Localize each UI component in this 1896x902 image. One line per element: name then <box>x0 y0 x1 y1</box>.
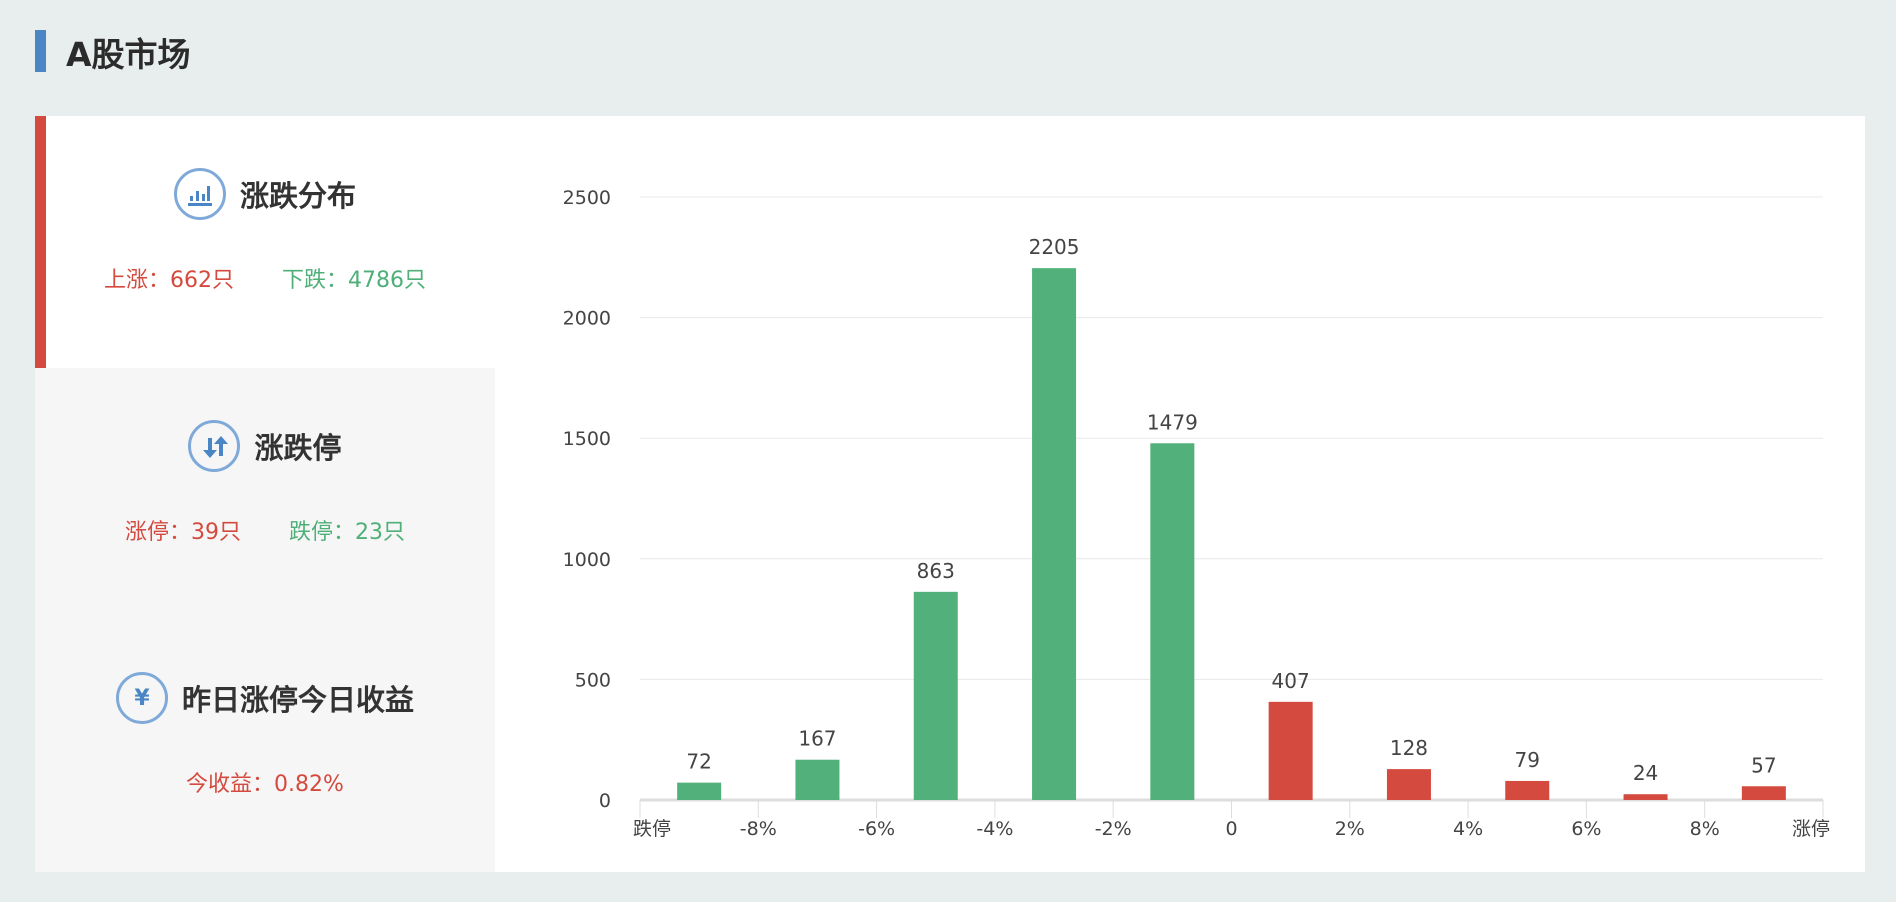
bar <box>1623 794 1668 800</box>
bar <box>1032 268 1077 800</box>
x-tick-label: 跌停 <box>633 818 671 840</box>
bar <box>1386 769 1431 800</box>
bar <box>1505 780 1550 800</box>
data-label: 57 <box>1751 753 1776 777</box>
x-tick-label: -6% <box>858 818 895 840</box>
panel-title: 昨日涨停今日收益 <box>181 683 414 717</box>
x-tick-label: 6% <box>1571 818 1601 840</box>
y-tick-label: 1500 <box>563 428 611 450</box>
data-label: 24 <box>1633 761 1658 785</box>
data-label: 79 <box>1515 748 1540 772</box>
today-return: 今收益：0.82% <box>186 772 344 797</box>
bar <box>913 591 958 800</box>
rise-count: 上涨：662只 <box>104 268 234 293</box>
bar <box>677 782 722 800</box>
data-label: 72 <box>686 750 711 774</box>
y-tick-label: 500 <box>575 669 611 691</box>
x-tick-label: -2% <box>1095 818 1132 840</box>
y-tick-label: 2500 <box>563 187 611 209</box>
x-tick-label: 8% <box>1690 818 1720 840</box>
x-tick-label: 涨停 <box>1792 818 1830 840</box>
y-tick-label: 0 <box>599 790 611 812</box>
x-tick-label: 4% <box>1453 818 1483 840</box>
y-tick-label: 2000 <box>563 308 611 330</box>
x-tick-label: 2% <box>1335 818 1365 840</box>
data-label: 407 <box>1272 669 1310 693</box>
data-label: 2205 <box>1029 235 1080 259</box>
yesterday-limit-up-return-tab[interactable]: ¥ 昨日涨停今日收益 今收益：0.82% <box>35 620 495 872</box>
x-tick-label: -8% <box>740 818 777 840</box>
market-card: 涨跌分布 上涨：662只 下跌：4786只 涨跌停 涨停：39只 跌停：23只 ¥ 昨… <box>35 116 1865 872</box>
y-tick-label: 1000 <box>563 549 611 571</box>
distribution-chart: 0 500 1000 1500 2000 2500 跌停 -8% -6% -4% -2% 0 2% 4% 6… <box>563 187 1830 840</box>
data-label: 1479 <box>1147 410 1198 434</box>
limit-up-down-tab[interactable]: 涨跌停 涨停：39只 跌停：23只 <box>35 368 495 620</box>
bar <box>1150 443 1195 800</box>
data-label: 128 <box>1390 736 1428 760</box>
x-tick-label: 0 <box>1225 818 1237 840</box>
limit-down-count: 跌停：23只 <box>289 520 405 545</box>
rise-fall-distribution-tab[interactable]: 涨跌分布 上涨：662只 下跌：4786只 <box>35 116 495 368</box>
panel-title: 涨跌停 <box>254 431 342 465</box>
bar-chart-icon <box>173 168 226 220</box>
yen-icon: ¥ <box>115 672 168 724</box>
bar <box>1268 701 1313 800</box>
summary-panel: 涨跌分布 上涨：662只 下跌：4786只 涨跌停 涨停：39只 跌停：23只 ¥ 昨… <box>35 116 495 872</box>
header-accent-bar <box>35 30 46 72</box>
panel-title: 涨跌分布 <box>239 179 356 213</box>
page-title: A股市场 <box>66 35 191 74</box>
fall-count: 下跌：4786只 <box>282 268 426 293</box>
data-label: 863 <box>917 559 955 583</box>
data-label: 167 <box>798 727 836 751</box>
bar <box>1741 786 1786 800</box>
limit-up-count: 涨停：39只 <box>125 520 241 545</box>
x-tick-label: -4% <box>976 818 1013 840</box>
bar <box>795 759 840 800</box>
up-down-arrows-icon <box>188 420 241 472</box>
